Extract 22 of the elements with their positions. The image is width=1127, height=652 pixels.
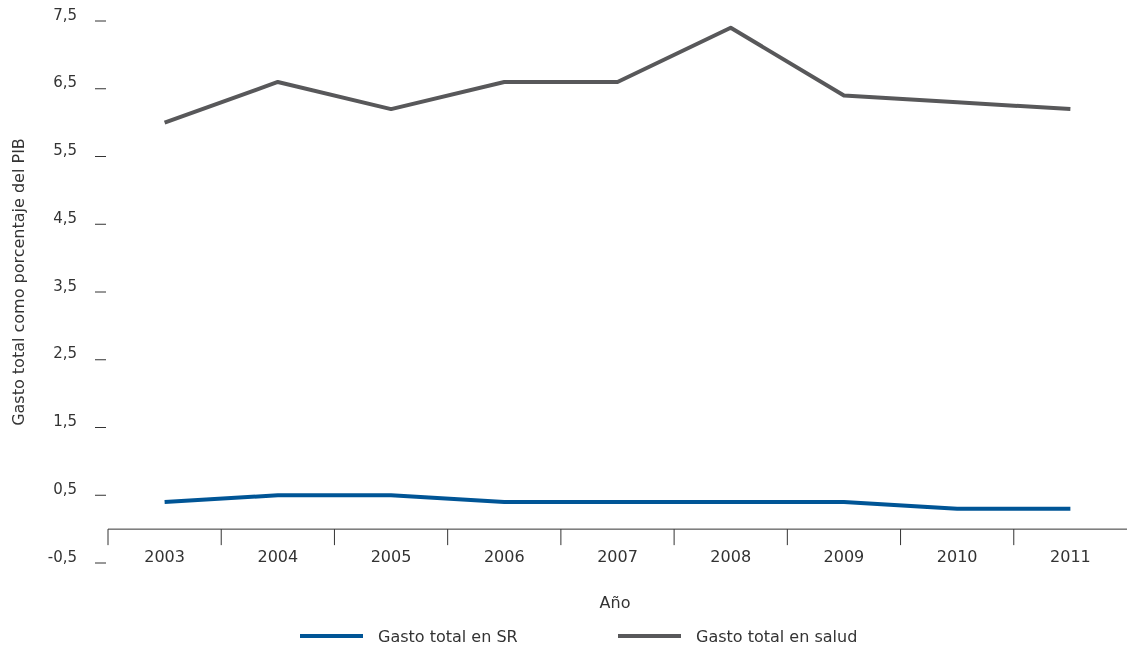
x-tick-label: 2004 [257, 547, 299, 566]
legend-label: Gasto total en SR [378, 627, 518, 646]
y-tick-label: 3,5 [53, 276, 77, 295]
x-tick-label: 2010 [936, 547, 978, 566]
y-tick-label: 2,5 [53, 344, 77, 363]
y-axis-title: Gasto total como porcentaje del PIB [9, 138, 28, 426]
y-tick-label: 0,5 [53, 479, 77, 498]
x-tick-label: 2008 [710, 547, 752, 566]
legend-label: Gasto total en salud [696, 627, 858, 646]
x-tick-label: 2005 [370, 547, 412, 566]
x-tick-label: 2007 [597, 547, 638, 566]
x-tick-label: 2011 [1050, 547, 1091, 566]
x-tick-label: 2009 [823, 547, 865, 566]
x-axis-title: Año [599, 593, 631, 612]
y-tick-label: 4,5 [53, 208, 77, 227]
x-tick-label: 2006 [483, 547, 525, 566]
y-tick-label: 6,5 [53, 73, 77, 92]
x-tick-label: 2003 [144, 547, 185, 566]
y-tick-label: 7,5 [53, 5, 77, 24]
y-tick-label: 1,5 [53, 412, 77, 430]
y-tick-label: 5,5 [53, 141, 77, 159]
y-tick-label: -0,5 [47, 547, 77, 566]
